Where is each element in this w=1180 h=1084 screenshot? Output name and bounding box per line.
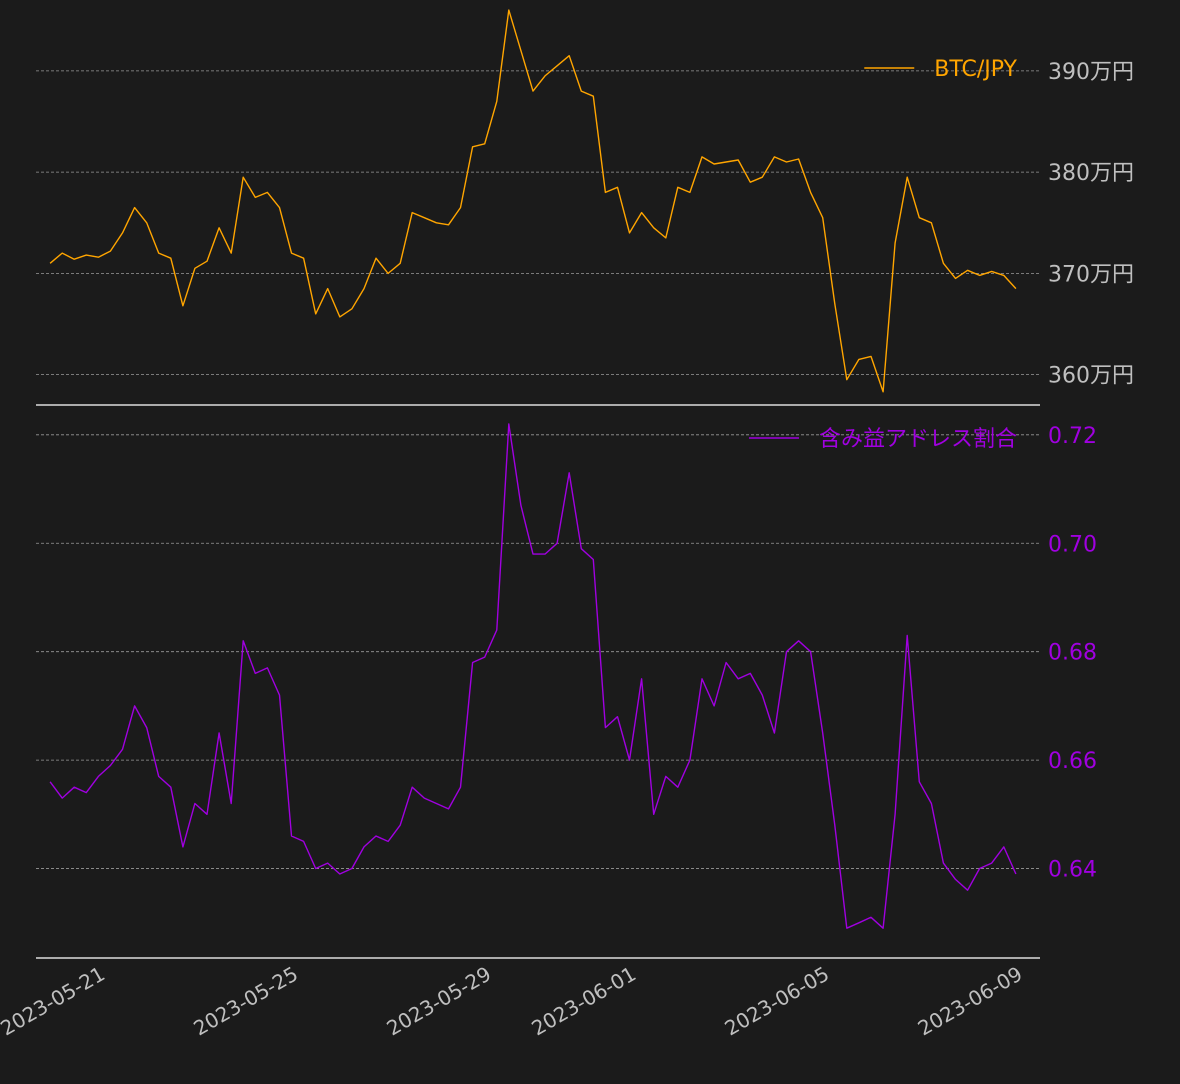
- y-tick-label: 0.66: [1048, 749, 1097, 774]
- legend-label: BTC/JPY: [934, 57, 1017, 82]
- y-tick-label: 370万円: [1048, 262, 1134, 287]
- y-tick-label: 0.70: [1048, 532, 1097, 557]
- y-tick-label: 380万円: [1048, 161, 1134, 186]
- y-tick-label: 0.68: [1048, 641, 1097, 666]
- price-panel: 360万円 370万円 380万円 390万円 BTC/JPY: [36, 9, 1134, 393]
- y-tick-label: 360万円: [1048, 364, 1134, 389]
- y-tick-label: 0.64: [1048, 858, 1097, 883]
- series-line-profit-address-ratio: [49, 423, 1017, 929]
- y-tick-label: 0.72: [1048, 424, 1097, 449]
- ratio-panel: 0.64 0.66 0.68 0.70 0.72 含み益アドレス割合: [36, 423, 1097, 929]
- series-line-btc-jpy: [49, 9, 1017, 393]
- y-tick-label: 390万円: [1048, 60, 1134, 85]
- legend-label: 含み益アドレス割合: [819, 427, 1017, 452]
